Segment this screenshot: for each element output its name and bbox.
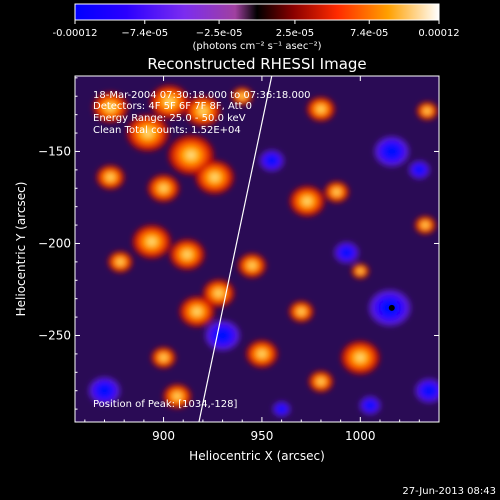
intensity-blob: [299, 309, 304, 314]
intensity-blob: [277, 405, 286, 413]
intensity-blob: [259, 351, 265, 357]
colorbar-tick-label: 2.5e-05: [276, 28, 314, 39]
chart-title: Reconstructed RHESSI Image: [147, 55, 366, 73]
intensity-blob: [304, 198, 310, 204]
intensity-blob: [214, 328, 231, 343]
intensity-blob: [97, 384, 112, 397]
intensity-blob: [118, 260, 123, 264]
intensity-blob: [334, 190, 339, 194]
info-line-detectors: Detectors: 4F 5F 6F 7F 8F, Att 0: [93, 101, 252, 112]
peak-marker: [388, 304, 395, 311]
colorbar-frame: [74, 3, 440, 21]
intensity-blob: [249, 263, 255, 268]
x-tick-label: 1000: [345, 429, 376, 443]
x-axis: 900 950 1000: [84, 76, 440, 443]
intensity-blob: [175, 394, 180, 399]
intensity-blob: [200, 108, 206, 114]
intensity-blob: [341, 248, 352, 258]
intensity-blob: [211, 174, 218, 180]
intensity-blob: [423, 223, 427, 227]
info-block: 18-Mar-2004 07:30:18.000 to 07:36:18.000…: [93, 90, 311, 136]
intensity-blob: [357, 354, 364, 361]
intensity-blob: [148, 238, 155, 245]
x-tick-label: 900: [152, 429, 175, 443]
peak-position-label: Position of Peak: [1034,-128]: [93, 399, 237, 410]
plot-frame: [74, 75, 440, 423]
y-tick-label: −250: [38, 329, 71, 343]
info-line-time: 18-Mar-2004 07:30:18.000 to 07:36:18.000: [93, 90, 311, 101]
intensity-blob: [365, 401, 375, 410]
y-axis-label: Heliocentric Y (arcsec): [14, 182, 28, 317]
peak-dot: [388, 304, 395, 311]
intensity-blob: [266, 156, 278, 166]
intensity-blob: [425, 109, 429, 113]
colorbar-unit-label: (photons cm⁻² s⁻¹ asec⁻²): [192, 41, 321, 52]
info-line-clean: Clean Total counts: 1.52E+04: [93, 125, 241, 136]
intensity-blob: [318, 107, 324, 112]
info-line-energy: Energy Range: 25.0 - 50.0 keV: [93, 113, 246, 124]
colorbar-tick-label: -0.00012: [53, 28, 98, 39]
colorbar-tick-label: −7.4e-05: [121, 28, 168, 39]
intensity-blob: [161, 186, 167, 191]
x-axis-label: Heliocentric X (arcsec): [189, 449, 325, 463]
intensity-blob: [144, 130, 152, 136]
intensity-blob: [184, 252, 190, 257]
colorbar-tick-label: 7.4e-05: [350, 28, 388, 39]
intensity-blob: [414, 165, 424, 174]
solar-limb-line: [198, 76, 273, 422]
intensity-blob: [240, 94, 244, 98]
intensity-blob: [194, 309, 200, 314]
intensity-blob: [187, 152, 195, 159]
intensity-blob: [423, 385, 436, 396]
intensity-map: [88, 85, 439, 417]
intensity-blob: [108, 175, 113, 180]
intensity-blob: [166, 99, 173, 105]
timestamp: 27-Jun-2013 08:43: [402, 486, 496, 497]
colorbar-tick-label: −2.5e-05: [196, 28, 243, 39]
x-tick-label: 950: [250, 429, 273, 443]
intensity-blob: [216, 291, 222, 296]
intensity-blob: [161, 355, 166, 360]
intensity-blob: [107, 104, 114, 110]
y-axis: −150 −200 −250: [38, 77, 439, 410]
y-tick-label: −150: [38, 144, 71, 158]
intensity-blob: [319, 379, 323, 384]
intensity-blob: [384, 144, 400, 159]
colorbar-tick-label: 0.00012: [418, 28, 459, 39]
y-tick-label: −200: [38, 236, 71, 250]
colorbar-ticks: -0.00012 −7.4e-05 −2.5e-05 2.5e-05 7.4e-05 0.…: [53, 20, 460, 39]
colorbar: [75, 4, 439, 20]
intensity-blob: [358, 269, 362, 273]
